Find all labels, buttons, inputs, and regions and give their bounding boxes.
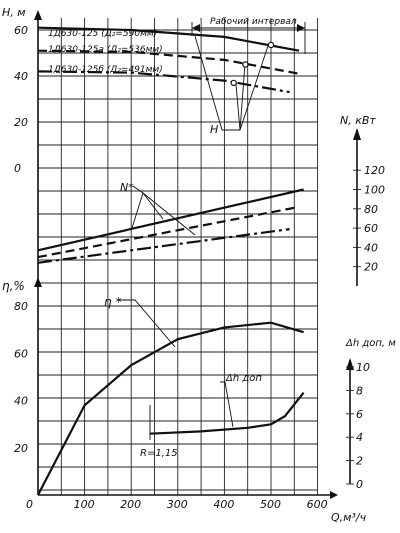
npsh-curve <box>149 392 305 435</box>
head-curve-1 <box>37 49 300 75</box>
eta-tick-label: 20 <box>14 442 28 455</box>
operating-points <box>230 41 275 87</box>
x-tick-label: 0 <box>26 498 33 511</box>
npsh-tick-label: 8 <box>356 384 363 397</box>
eta-axis-label: η,% <box>2 279 25 293</box>
bottom-axis-arrow <box>330 491 338 499</box>
n-tick-label: 100 <box>364 184 385 197</box>
npsh-leader <box>220 381 234 428</box>
npsh-axis-arrow <box>346 358 354 370</box>
npsh-axis-label: Δh доп, м <box>345 338 396 349</box>
h-axis-label: H, м <box>2 6 26 19</box>
eta-curve-label: η * <box>104 295 121 309</box>
x-tick-label: 600 <box>307 498 328 511</box>
efficiency-curve <box>37 321 304 496</box>
x-tick-label: 300 <box>167 498 188 511</box>
x-tick-label: 400 <box>213 498 234 511</box>
series-label-125b: 1Д630-125б (Д₂=491мм) <box>48 65 163 75</box>
n-tick-label: 20 <box>364 261 378 274</box>
eta-leader <box>118 299 176 348</box>
n-leader-3 <box>142 192 196 236</box>
eta-tick-label: 80 <box>14 300 28 313</box>
operating-point <box>230 79 237 87</box>
h-leader-2 <box>239 63 246 131</box>
h-leader-3 <box>235 83 241 131</box>
n-curve-label: N* <box>120 181 134 194</box>
interval-label: Рабочий интервал <box>210 17 297 27</box>
h-tick-label: 60 <box>14 24 28 37</box>
r-label: R=1,15 <box>140 448 178 459</box>
eta-tick-label: 60 <box>14 347 28 360</box>
left-axis-arrow <box>34 10 42 20</box>
head-grid <box>37 18 319 495</box>
h-leader-4 <box>194 35 223 131</box>
n-tick-label: 60 <box>364 222 378 235</box>
axis-ticks <box>346 169 361 485</box>
head-curve-0 <box>37 26 300 52</box>
interval-arrow-right <box>297 24 305 32</box>
h-leader <box>222 45 269 131</box>
x-tick-label: 500 <box>260 498 281 511</box>
x-tick-label: 200 <box>120 498 141 511</box>
n-leader-2 <box>131 192 144 229</box>
operating-point <box>267 41 275 49</box>
n-axis-label: N, кВт <box>340 114 376 127</box>
n-tick-label: 120 <box>364 164 385 177</box>
eta-axis-arrow <box>34 277 42 287</box>
efficiency-grid <box>38 259 318 491</box>
power-curve-2 <box>37 228 290 264</box>
eta-tick-label: 40 <box>14 395 28 408</box>
n-tick-label: 80 <box>364 203 378 216</box>
operating-point <box>242 61 249 68</box>
x-tick-label: 100 <box>74 498 95 511</box>
head-curve-2 <box>37 70 290 94</box>
h-tick-label: 20 <box>14 116 28 129</box>
series-label-125: 1Д630-125 (Д₂=590мм) <box>48 29 157 39</box>
curves <box>37 26 305 496</box>
npsh-curve-label: Δh доп <box>225 373 262 384</box>
npsh-tick-label: 4 <box>356 431 363 444</box>
h-tick-label: 40 <box>14 70 28 83</box>
n-tick-label: 40 <box>364 241 378 254</box>
npsh-tick-label: 10 <box>356 361 370 374</box>
q-axis-label: Q,м³/ч <box>331 511 367 524</box>
npsh-tick-label: 2 <box>356 455 363 468</box>
h-tick-label: 0 <box>14 162 21 175</box>
power-grid <box>60 18 295 495</box>
h-curve-label: H <box>210 123 218 136</box>
power-curve-0 <box>37 188 304 252</box>
power-axis-arrow <box>353 128 361 140</box>
series-label-125a: 1Д630-125а (Д₂=536мм) <box>48 45 163 55</box>
npsh-tick-label: 0 <box>356 478 363 491</box>
npsh-tick-label: 6 <box>356 408 363 421</box>
interval-arrow-left <box>192 24 200 32</box>
power-curve-1 <box>37 205 300 259</box>
